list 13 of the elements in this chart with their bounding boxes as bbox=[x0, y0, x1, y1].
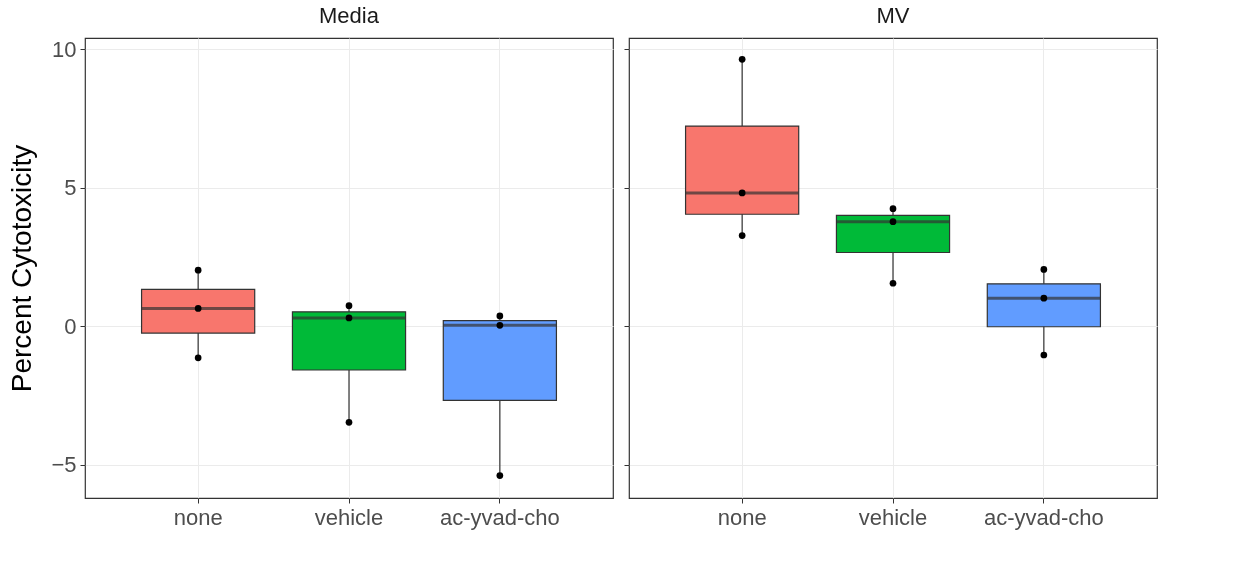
chart-title: MV bbox=[876, 3, 910, 28]
x-tick-label: none bbox=[717, 504, 767, 530]
y-tick-label: −5 bbox=[51, 452, 77, 478]
x-tick-label: none bbox=[173, 504, 223, 530]
chart-title: Media bbox=[319, 3, 380, 28]
x-tick-label: vehicle bbox=[858, 504, 928, 530]
y-axis-title: Percent Cytotoxicity bbox=[6, 144, 38, 393]
x-tick-label: ac-yvad-cho bbox=[439, 504, 560, 530]
y-tick-label: 5 bbox=[64, 175, 77, 201]
x-tick-label: vehicle bbox=[314, 504, 384, 530]
x-tick-label: ac-yvad-cho bbox=[983, 504, 1104, 530]
y-tick-label: 0 bbox=[64, 313, 77, 339]
y-tick-label: 10 bbox=[52, 36, 77, 62]
